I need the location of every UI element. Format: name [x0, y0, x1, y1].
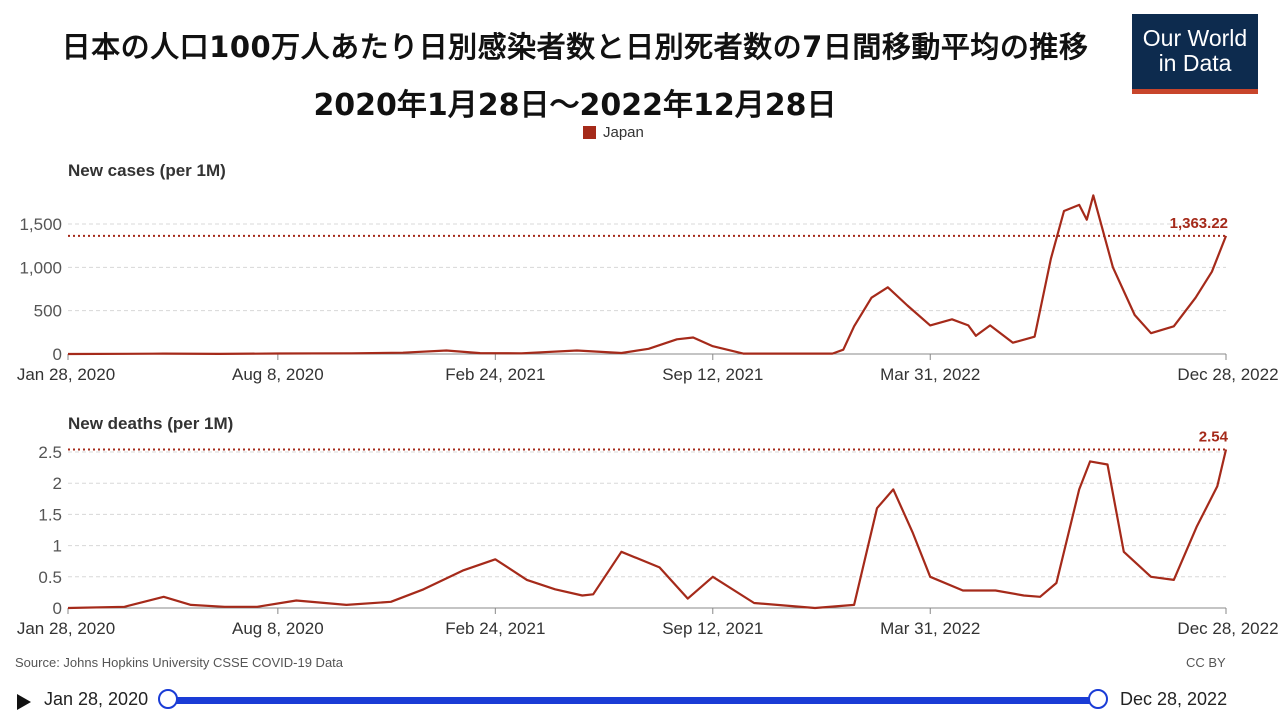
y-tick-label: 1,500 — [19, 215, 62, 234]
timeline: Jan 28, 2020 Dec 28, 2022 — [0, 684, 1280, 720]
y-tick-label: 0 — [53, 599, 62, 618]
cases-panel-title: New cases (per 1M) — [68, 161, 226, 180]
x-tick-label: Mar 31, 2022 — [880, 619, 980, 638]
x-tick-label: Jan 28, 2020 — [17, 365, 115, 384]
x-tick-label: Sep 12, 2021 — [662, 619, 763, 638]
owid-logo[interactable]: Our World in Data — [1132, 14, 1258, 94]
x-tick-label: Sep 12, 2021 — [662, 365, 763, 384]
timeline-end-label: Dec 28, 2022 — [1120, 689, 1228, 709]
latest-value-label: 2.54 — [1199, 429, 1229, 446]
source-note: Source: Johns Hopkins University CSSE CO… — [15, 655, 344, 670]
x-tick-label: Jan 28, 2020 — [17, 619, 115, 638]
x-tick-label: Feb 24, 2021 — [445, 365, 545, 384]
y-tick-label: 2.5 — [38, 443, 62, 462]
x-tick-label: Aug 8, 2020 — [232, 365, 324, 384]
legend-label: Japan — [603, 124, 644, 141]
x-tick-label: Dec 28, 2022 — [1177, 619, 1278, 638]
timeline-end-handle[interactable] — [1088, 689, 1108, 709]
timeline-track[interactable] — [168, 697, 1098, 704]
y-tick-label: 0.5 — [38, 568, 62, 587]
x-tick-label: Aug 8, 2020 — [232, 619, 324, 638]
y-tick-label: 500 — [34, 302, 62, 321]
chart-title-line2: 2020年1月28日～2022年12月28日 — [313, 88, 837, 123]
logo-line1: Our World — [1142, 25, 1248, 51]
series-line-japan — [67, 194, 1228, 356]
latest-value-label: 1,363.22 — [1170, 215, 1228, 232]
y-tick-label: 1 — [53, 537, 62, 556]
y-tick-label: 1,000 — [19, 258, 62, 277]
x-tick-label: Feb 24, 2021 — [445, 619, 545, 638]
y-tick-label: 1.5 — [38, 505, 62, 524]
logo-line2: in Data — [1158, 50, 1232, 76]
y-tick-label: 2 — [53, 474, 62, 493]
legend-swatch — [583, 126, 596, 139]
license-note: CC BY — [1186, 655, 1226, 670]
deaths-panel-title: New deaths (per 1M) — [68, 414, 234, 433]
timeline-start-label: Jan 28, 2020 — [44, 689, 149, 709]
x-tick-label: Mar 31, 2022 — [880, 365, 980, 384]
x-tick-label: Dec 28, 2022 — [1177, 365, 1278, 384]
legend[interactable]: Japan — [583, 124, 644, 141]
y-tick-label: 0 — [53, 345, 62, 364]
play-icon[interactable] — [17, 694, 31, 710]
timeline-start-handle[interactable] — [158, 689, 178, 709]
chart-title-line1: 日本の人口100万人あたり日別感染者数と日別死者数の7日間移動平均の推移 — [61, 30, 1089, 64]
series-line-japan — [67, 449, 1228, 610]
